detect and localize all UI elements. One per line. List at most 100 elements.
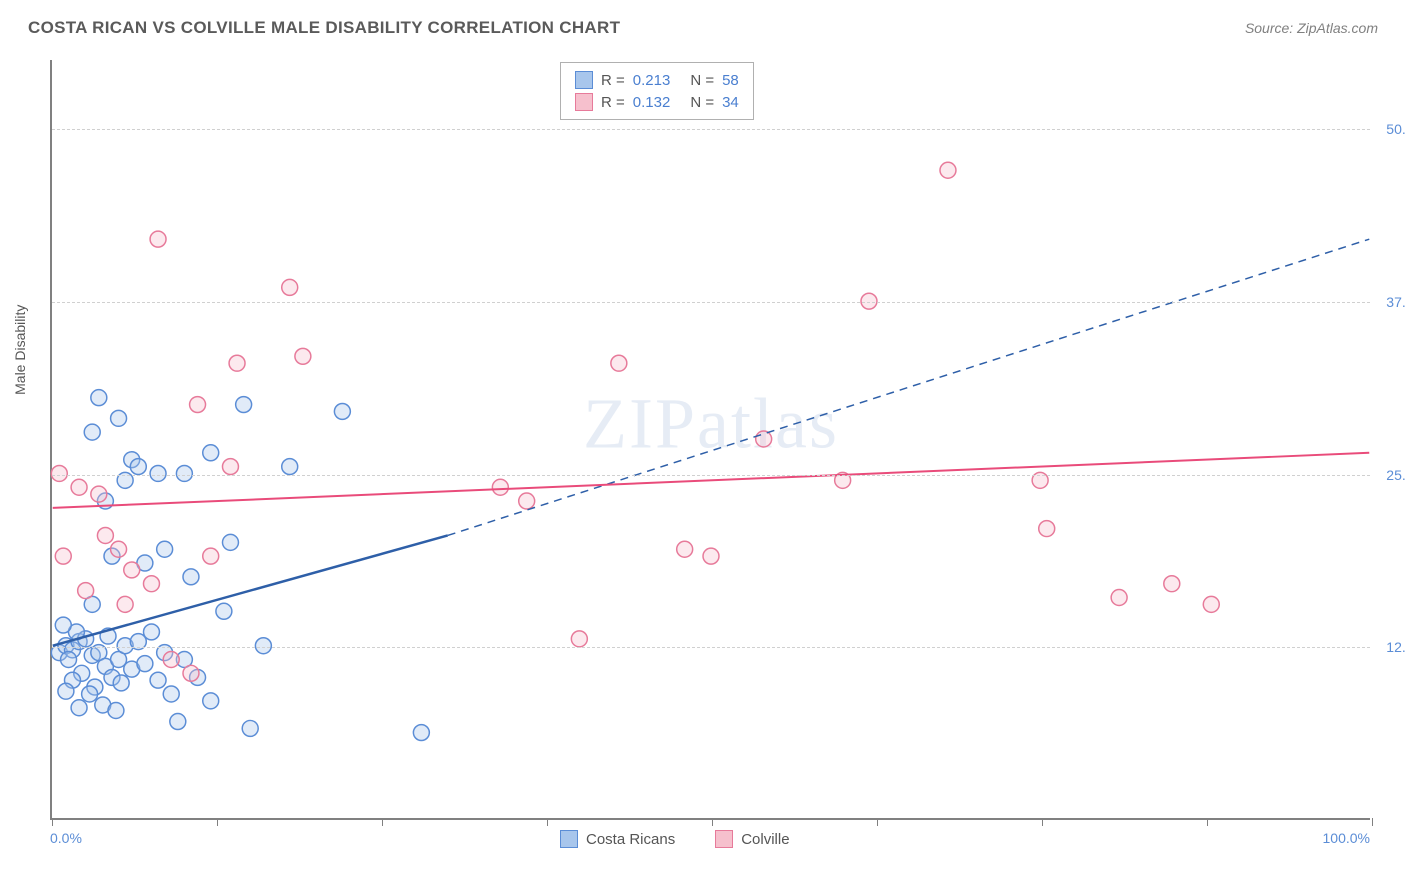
- data-point: [71, 479, 87, 495]
- x-tick: [1042, 818, 1043, 826]
- data-point: [282, 459, 298, 475]
- series-legend-label: Colville: [741, 831, 789, 848]
- data-point: [150, 465, 166, 481]
- data-point: [170, 714, 186, 730]
- data-point: [519, 493, 535, 509]
- y-axis-title: Male Disability: [12, 305, 28, 395]
- data-point: [413, 725, 429, 741]
- data-point: [703, 548, 719, 564]
- data-point: [108, 703, 124, 719]
- data-point: [1111, 590, 1127, 606]
- x-tick: [52, 818, 53, 826]
- data-point: [611, 355, 627, 371]
- trend-line-dashed: [448, 239, 1370, 535]
- gridline-h: [52, 129, 1370, 130]
- x-axis-min-label: 0.0%: [50, 830, 82, 846]
- data-point: [150, 672, 166, 688]
- data-point: [203, 548, 219, 564]
- data-point: [130, 459, 146, 475]
- series-legend: Costa Ricans Colville: [560, 830, 790, 848]
- y-tick-label: 25.0%: [1386, 467, 1406, 483]
- data-point: [143, 624, 159, 640]
- data-point: [163, 686, 179, 702]
- x-tick: [547, 818, 548, 826]
- x-tick: [1207, 818, 1208, 826]
- data-point: [117, 596, 133, 612]
- trend-line-solid: [53, 453, 1370, 508]
- legend-n-value: 58: [722, 72, 739, 89]
- x-tick: [217, 818, 218, 826]
- chart-plot-area: ZIPatlas 12.5%25.0%37.5%50.0%: [50, 60, 1370, 820]
- data-point: [229, 355, 245, 371]
- data-point: [222, 534, 238, 550]
- data-point: [150, 231, 166, 247]
- legend-r-value: 0.132: [633, 94, 671, 111]
- legend-swatch: [560, 830, 578, 848]
- y-tick-label: 37.5%: [1386, 294, 1406, 310]
- stats-legend: R = 0.213 N = 58 R = 0.132 N = 34: [560, 62, 754, 120]
- data-point: [216, 603, 232, 619]
- legend-swatch: [715, 830, 733, 848]
- data-point: [97, 527, 113, 543]
- stats-legend-row: R = 0.132 N = 34: [575, 91, 739, 113]
- data-point: [334, 403, 350, 419]
- gridline-h: [52, 647, 1370, 648]
- data-point: [61, 652, 77, 668]
- data-point: [163, 652, 179, 668]
- data-point: [242, 720, 258, 736]
- legend-n-label: N =: [690, 72, 714, 89]
- data-point: [137, 656, 153, 672]
- legend-n-value: 34: [722, 94, 739, 111]
- data-point: [255, 638, 271, 654]
- data-point: [176, 465, 192, 481]
- data-point: [203, 693, 219, 709]
- data-point: [78, 583, 94, 599]
- data-point: [571, 631, 587, 647]
- legend-r-label: R =: [601, 94, 625, 111]
- x-tick: [1372, 818, 1373, 826]
- x-tick: [877, 818, 878, 826]
- data-point: [111, 410, 127, 426]
- x-axis-max-label: 100.0%: [1323, 830, 1370, 846]
- data-point: [677, 541, 693, 557]
- data-point: [203, 445, 219, 461]
- data-point: [82, 686, 98, 702]
- scatter-svg: [52, 60, 1370, 818]
- data-point: [91, 486, 107, 502]
- data-point: [51, 465, 67, 481]
- data-point: [55, 617, 71, 633]
- data-point: [55, 548, 71, 564]
- data-point: [113, 675, 129, 691]
- data-point: [295, 348, 311, 364]
- series-legend-label: Costa Ricans: [586, 831, 675, 848]
- series-legend-item: Colville: [715, 830, 789, 848]
- stats-legend-row: R = 0.213 N = 58: [575, 69, 739, 91]
- data-point: [492, 479, 508, 495]
- data-point: [111, 541, 127, 557]
- data-point: [236, 397, 252, 413]
- data-point: [183, 569, 199, 585]
- series-legend-item: Costa Ricans: [560, 830, 675, 848]
- gridline-h: [52, 475, 1370, 476]
- y-tick-label: 50.0%: [1386, 121, 1406, 137]
- data-point: [940, 162, 956, 178]
- y-tick-label: 12.5%: [1386, 639, 1406, 655]
- gridline-h: [52, 302, 1370, 303]
- data-point: [282, 279, 298, 295]
- source-attribution: Source: ZipAtlas.com: [1245, 20, 1378, 36]
- data-point: [1164, 576, 1180, 592]
- data-point: [84, 424, 100, 440]
- x-tick: [382, 818, 383, 826]
- data-point: [1039, 521, 1055, 537]
- data-point: [143, 576, 159, 592]
- legend-r-value: 0.213: [633, 72, 671, 89]
- data-point: [222, 459, 238, 475]
- data-point: [91, 390, 107, 406]
- data-point: [1203, 596, 1219, 612]
- legend-n-label: N =: [690, 94, 714, 111]
- data-point: [183, 665, 199, 681]
- x-tick: [712, 818, 713, 826]
- legend-swatch: [575, 71, 593, 89]
- legend-r-label: R =: [601, 72, 625, 89]
- data-point: [58, 683, 74, 699]
